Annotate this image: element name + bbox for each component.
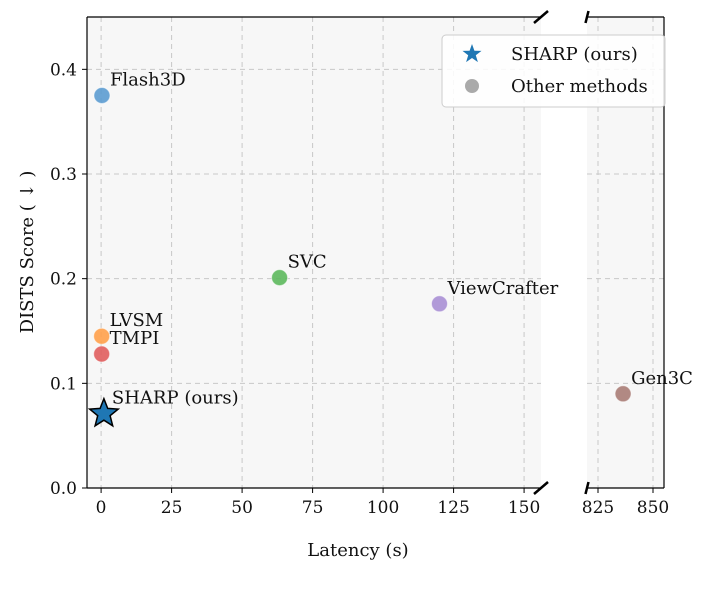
y-tick-label: 0.0 — [50, 479, 77, 499]
x-tick-label: 50 — [231, 498, 253, 518]
x-tick-label: 100 — [367, 498, 399, 518]
data-point — [93, 87, 111, 104]
data-point-label: Flash3D — [110, 70, 186, 91]
legend-star-icon — [462, 44, 482, 63]
y-tick-label: 0.1 — [50, 374, 77, 394]
x-tick-label: 0 — [96, 498, 107, 518]
x-tick-label: 150 — [508, 498, 540, 518]
legend-label-sharp: SHARP (ours) — [511, 44, 638, 65]
data-point — [271, 269, 289, 287]
data-point — [93, 345, 111, 363]
data-point — [430, 295, 448, 313]
y-tick-label: 0.3 — [50, 165, 77, 185]
axis-break-mark — [533, 10, 549, 24]
legend-circle-icon — [465, 79, 479, 93]
x-axis-label: Latency (s) — [307, 540, 408, 561]
x-tick-label: 25 — [161, 498, 183, 518]
y-axis-label: DISTS Score ( ↓ ) — [17, 171, 38, 334]
data-point-star — [87, 396, 121, 428]
x-tick-label: 825 — [582, 498, 614, 518]
legend-label-other: Other methods — [511, 76, 648, 97]
data-point-label: SHARP (ours) — [112, 388, 239, 409]
legend: SHARP (ours) Other methods — [441, 34, 666, 108]
legend-box — [441, 34, 666, 108]
axis-break-mark — [533, 481, 549, 495]
data-point-label: TMPI — [110, 328, 160, 349]
x-tick-label: 850 — [637, 498, 669, 518]
data-point-label: LVSM — [110, 310, 164, 331]
x-tick-label: 75 — [302, 498, 324, 518]
data-point-label: ViewCrafter — [446, 278, 558, 299]
y-tick-label: 0.2 — [50, 270, 77, 290]
data-point-label: SVC — [288, 252, 327, 273]
data-point-label: Gen3C — [631, 368, 693, 389]
data-point — [93, 327, 111, 345]
axis-break-mark — [584, 481, 590, 495]
y-tick-label: 0.4 — [50, 60, 77, 80]
axis-break-mark — [584, 10, 590, 24]
data-point — [614, 385, 632, 403]
x-tick-label: 125 — [437, 498, 469, 518]
